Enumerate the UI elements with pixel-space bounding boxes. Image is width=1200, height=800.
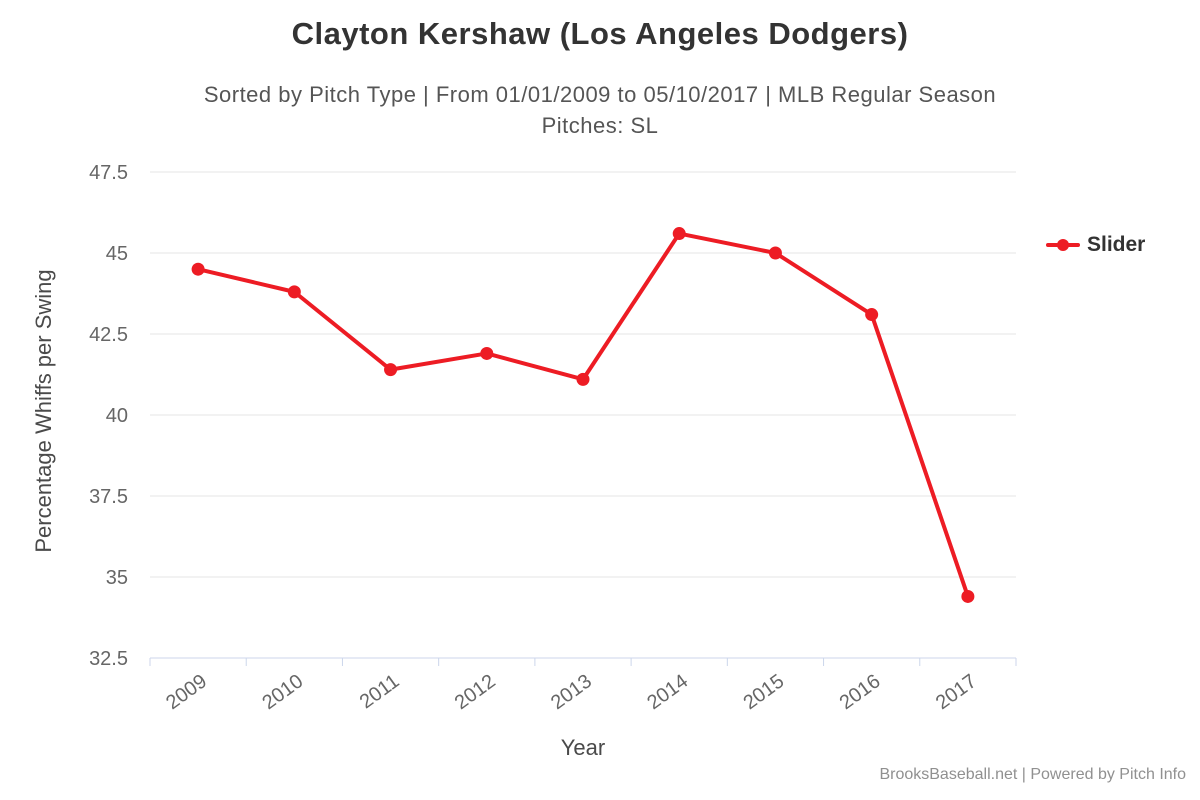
- legend-label: Slider: [1087, 233, 1146, 256]
- x-tick-label: 2016: [836, 670, 885, 714]
- y-tick-label: 45: [106, 243, 128, 265]
- x-tick-label: 2011: [356, 670, 404, 713]
- x-tick-label: 2014: [643, 670, 692, 714]
- x-tick-label: 2015: [739, 670, 788, 714]
- data-point-2009[interactable]: [191, 262, 205, 276]
- x-tick-label: 2017: [932, 670, 981, 714]
- x-tick-label: 2010: [258, 670, 307, 714]
- legend-series-marker-icon: [1046, 238, 1080, 252]
- y-tick-label: 37.5: [89, 486, 128, 508]
- data-point-2014[interactable]: [672, 227, 686, 241]
- data-point-2012[interactable]: [480, 346, 494, 360]
- legend-item-slider[interactable]: Slider: [1046, 233, 1145, 257]
- chart-title: Clayton Kershaw (Los Angeles Dodgers): [291, 16, 909, 51]
- x-axis-title: Year: [560, 735, 606, 760]
- x-tick-label: 2012: [451, 670, 500, 714]
- y-tick-label: 32.5: [89, 648, 128, 670]
- y-axis-title: Percentage Whiffs per Swing: [31, 269, 56, 553]
- data-point-2011[interactable]: [384, 363, 398, 377]
- x-tick-label: 2013: [547, 670, 596, 714]
- y-tick-label: 35: [106, 567, 128, 589]
- data-point-2015[interactable]: [768, 246, 782, 260]
- data-point-2013[interactable]: [576, 372, 590, 386]
- data-point-2016[interactable]: [865, 308, 879, 322]
- chart-subtitle-line1: Sorted by Pitch Type | From 01/01/2009 t…: [203, 82, 997, 107]
- credit-text: BrooksBaseball.net | Powered by Pitch In…: [879, 766, 1186, 783]
- chart-subtitle-line2: Pitches: SL: [541, 113, 659, 138]
- y-tick-label: 47.5: [89, 162, 128, 184]
- legend-marker-dot: [1057, 239, 1069, 251]
- data-point-2017[interactable]: [961, 589, 975, 603]
- data-point-2010[interactable]: [287, 285, 301, 299]
- legend: Slider: [1046, 233, 1145, 257]
- y-tick-label: 40: [106, 405, 128, 427]
- x-tick-label: 2009: [162, 670, 211, 714]
- y-tick-label: 42.5: [89, 324, 128, 346]
